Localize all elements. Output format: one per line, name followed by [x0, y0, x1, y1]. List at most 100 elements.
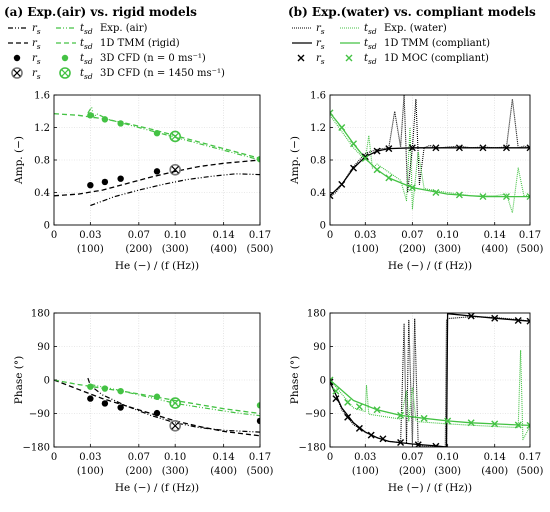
x-tick-label-hz: (100): [77, 244, 104, 255]
series-t-sd-1d-tmm-rigid-: [54, 379, 260, 415]
x-tick-label: 0.10: [437, 452, 459, 463]
point: [117, 120, 124, 127]
y-tick-label: 1.6: [34, 91, 50, 102]
y-tick-label: 0.8: [34, 156, 50, 167]
x-tick-label-hz: (300): [162, 466, 189, 477]
point: [101, 385, 109, 392]
y-tick-label: −180: [23, 443, 50, 454]
series-r-s-exp-water-: [330, 95, 530, 198]
point: [153, 393, 161, 400]
legend-symbol: tsd: [364, 23, 377, 36]
x-tick-label: 0.10: [164, 230, 186, 241]
legend-symbol: tsd: [80, 53, 93, 66]
series-r-s-1d-tmm-rigid-: [54, 379, 260, 437]
point: [87, 112, 94, 119]
x-tick-label: 0.17: [519, 452, 541, 463]
legend-label: 3D CFD (n = 0 ms⁻¹): [100, 53, 206, 64]
y-tick-label: 0.8: [310, 156, 326, 167]
y-tick-label: −90: [29, 409, 50, 420]
x-tick-label: 0.14: [484, 452, 506, 463]
grid: [330, 95, 530, 225]
x-tick-label-hz: (500): [517, 244, 544, 255]
panel-a-title: (a) Exp.(air) vs. rigid models: [4, 5, 197, 19]
y-tick-label: 0.4: [310, 188, 326, 199]
y-tick-label: 0: [320, 221, 326, 232]
legend-marker-ring: [11, 67, 23, 79]
x-tick-label-hz: (100): [352, 466, 379, 477]
x-tick-label-hz: (500): [247, 244, 274, 255]
grid: [330, 313, 530, 447]
point: [373, 406, 381, 414]
point: [330, 109, 334, 117]
legend-symbol: rs: [316, 38, 325, 51]
x-tick-label: 0.03: [354, 230, 376, 241]
x-tick-label: 0: [327, 230, 333, 241]
point: [361, 154, 369, 162]
x-tick-label-hz: (300): [162, 244, 189, 255]
series-r-s-1d-tmm-rigid-: [54, 159, 260, 197]
point: [526, 317, 530, 325]
point: [332, 395, 340, 403]
x-axis-label: He (−) / (f (Hz)): [115, 260, 199, 272]
legend-marker-cross: [61, 69, 69, 77]
point: [379, 435, 387, 443]
legend-row: rs tsd Exp. (air): [8, 23, 148, 36]
series-t-sd-1d-moc-compliant-: [330, 109, 530, 201]
x-tick-label-hz: (400): [481, 466, 508, 477]
x-tick-label: 0.07: [128, 230, 150, 241]
point: [367, 431, 375, 439]
point-cross: [171, 421, 180, 430]
point: [355, 424, 363, 432]
point: [101, 116, 109, 123]
point: [467, 419, 475, 427]
x-tick-label: 0.07: [401, 452, 423, 463]
x-tick-label-hz: (200): [399, 244, 426, 255]
point: [330, 192, 334, 200]
legend-marker: [297, 54, 305, 62]
y-tick-label: 90: [313, 342, 326, 353]
series-r-s-3d-cfd-n-1450-: [169, 163, 181, 176]
y-tick-label: 1.2: [310, 123, 326, 134]
x-tick-label: 0.07: [128, 452, 150, 463]
point: [432, 189, 440, 196]
y-axis-label: Amp. (−): [13, 136, 25, 185]
point: [420, 414, 428, 422]
point: [338, 180, 346, 188]
y-tick-label: 180: [307, 309, 326, 320]
point: [455, 191, 463, 199]
x-tick-label-hz: (200): [399, 466, 426, 477]
y-axis-label: Amp. (−): [289, 136, 301, 185]
legend-marker-ring: [59, 67, 71, 79]
y-tick-label: 0: [44, 221, 50, 232]
y-axis-label: Phase (°): [289, 356, 301, 404]
y-axis-label: Phase (°): [13, 356, 25, 404]
point: [153, 129, 161, 137]
x-tick-label: 0.03: [79, 452, 101, 463]
point: [432, 144, 440, 152]
legend-row: rs tsd 3D CFD (n = 0 ms⁻¹): [13, 53, 206, 66]
legend-symbol: rs: [32, 23, 41, 36]
point: [491, 314, 499, 322]
legend-label: 1D TMM (rigid): [100, 38, 180, 49]
legend-label: 1D TMM (compliant): [384, 38, 490, 49]
series-r-s-exp-air-: [90, 173, 260, 207]
x-tick-label-hz: (100): [352, 244, 379, 255]
point: [408, 144, 416, 152]
x-tick-label: 0.03: [79, 230, 101, 241]
point: [169, 419, 181, 432]
point: [385, 145, 393, 153]
x-tick-label-hz: (200): [125, 244, 152, 255]
grid: [54, 313, 260, 447]
series-t-sd-1d-moc-compliant-: [330, 376, 530, 429]
legend-marker-cross: [13, 69, 21, 77]
x-axis-label: He (−) / (f (Hz)): [115, 482, 199, 494]
point: [344, 398, 352, 406]
legend-symbol: tsd: [364, 53, 377, 66]
point: [467, 313, 475, 320]
y-tick-label: −90: [305, 409, 326, 420]
point: [101, 178, 109, 186]
legend-row: rs tsd 1D TMM (rigid): [8, 38, 180, 51]
x-tick-label-hz: (100): [77, 466, 104, 477]
point: [514, 316, 522, 324]
legend-marker: [59, 67, 71, 79]
